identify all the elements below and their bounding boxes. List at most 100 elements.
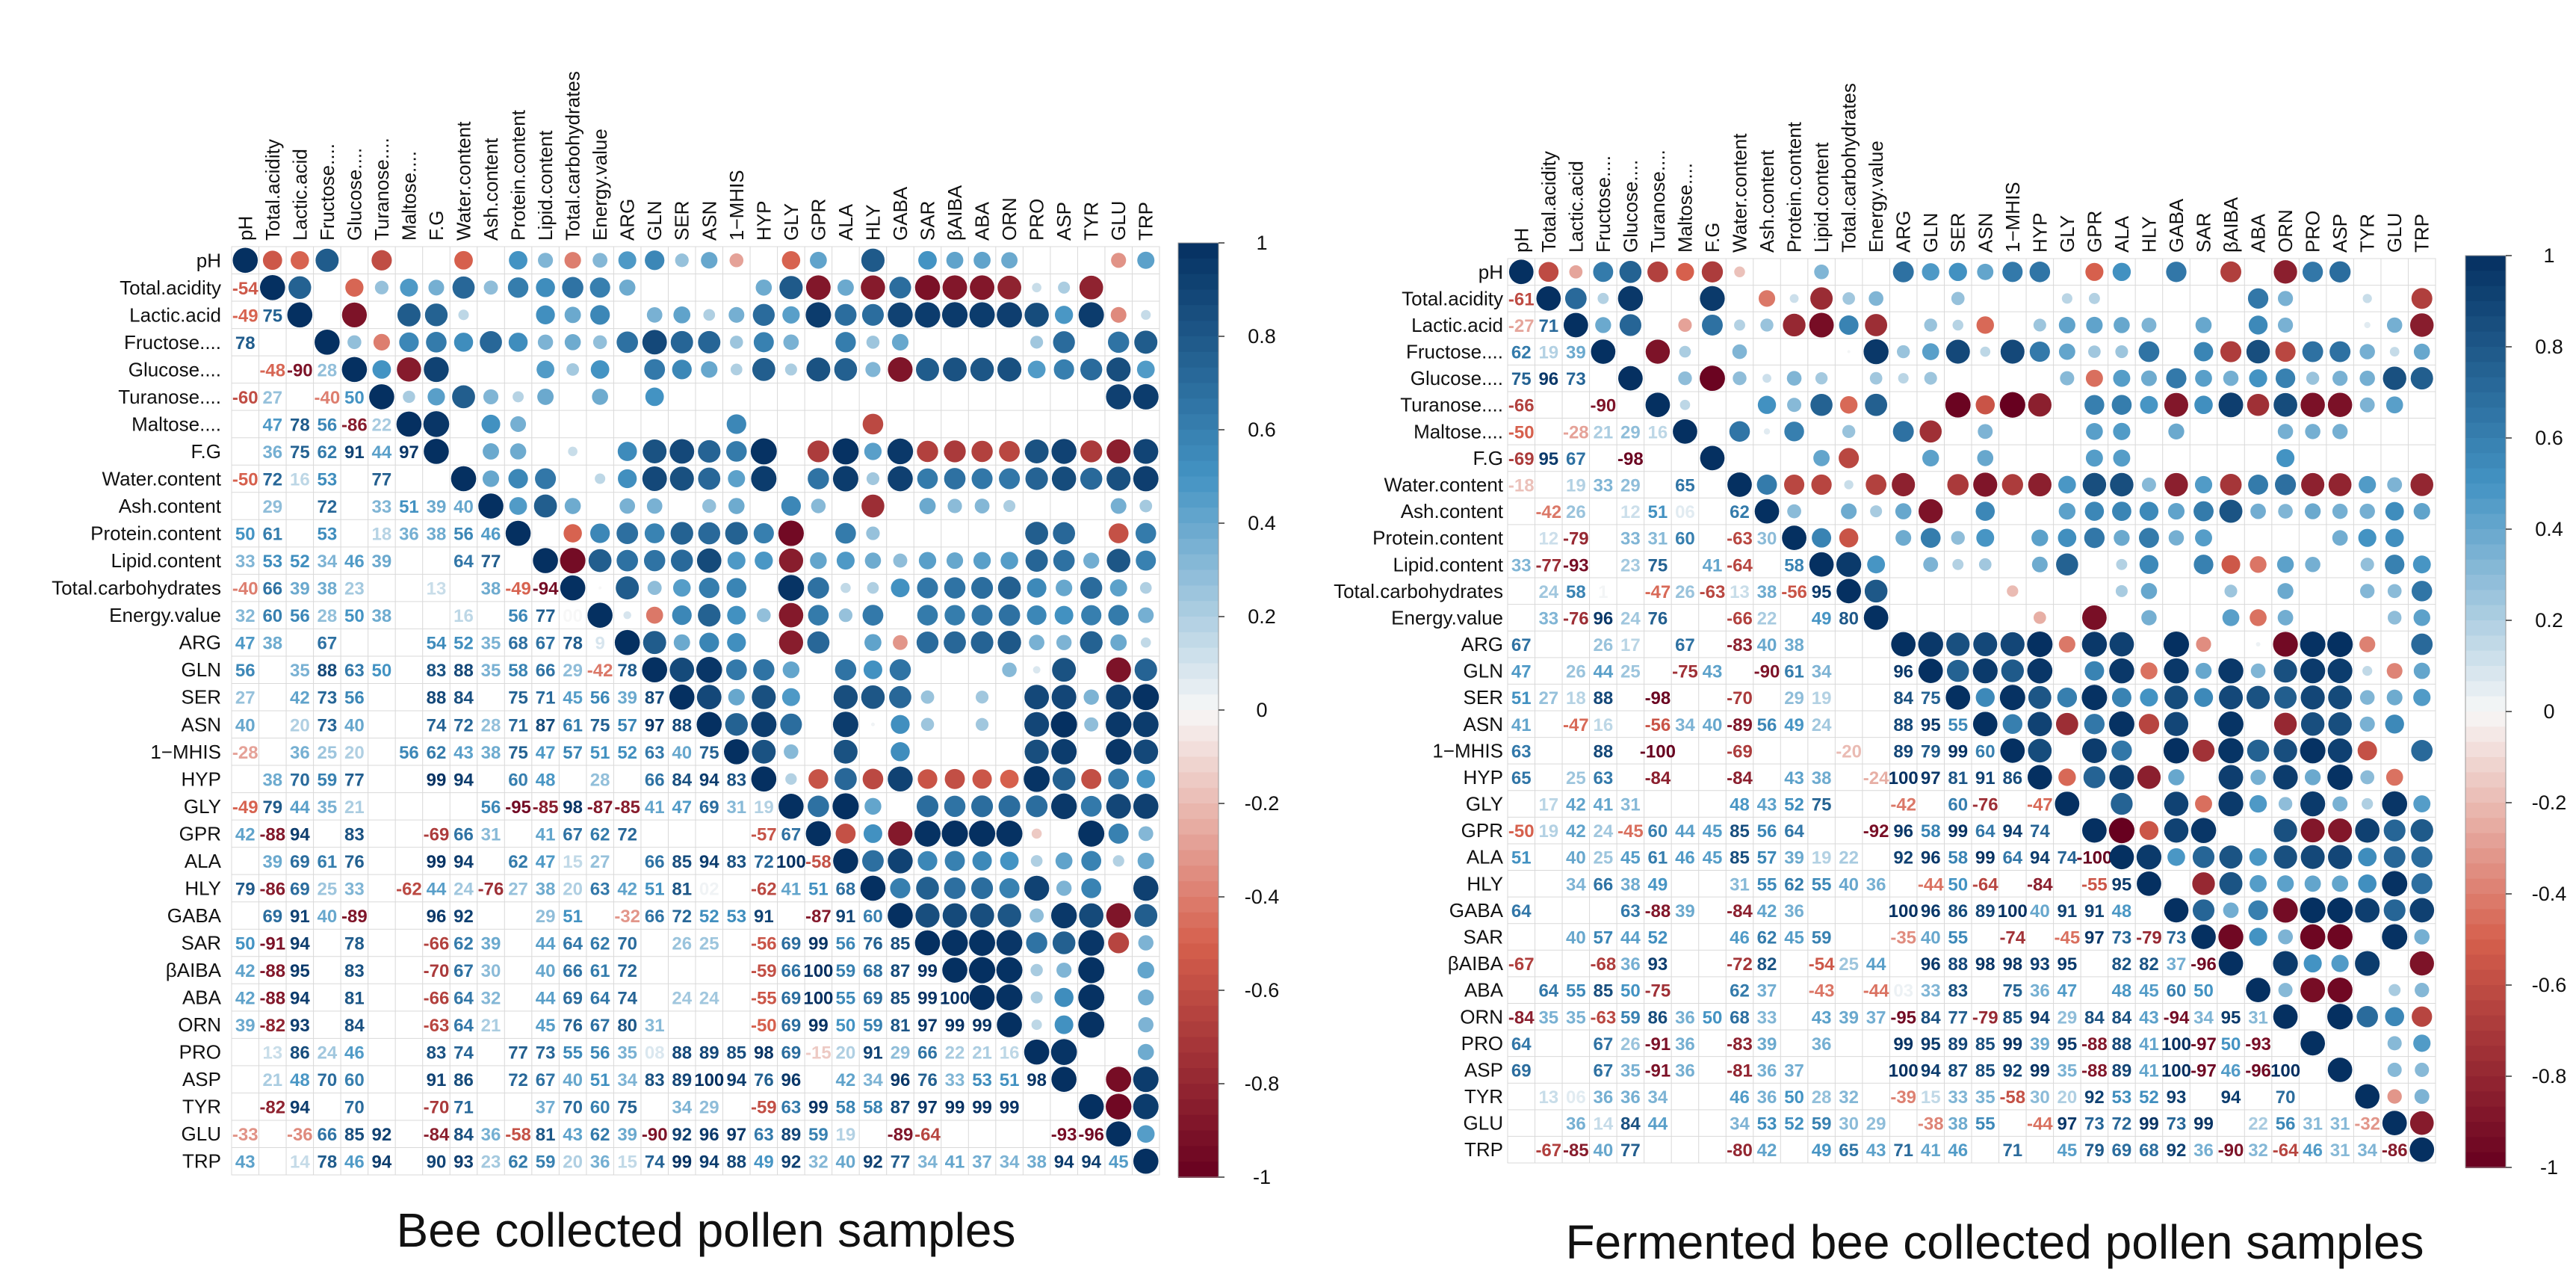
column-label: HYP — [752, 201, 775, 241]
correlation-value: 80 — [1839, 608, 1859, 629]
correlation-value: 28 — [481, 715, 501, 735]
correlation-value: 73 — [1566, 369, 1586, 389]
correlation-circle — [2192, 846, 2215, 868]
correlation-value: 73 — [2167, 1114, 2187, 1135]
correlation-circle — [861, 850, 884, 872]
correlation-circle — [1922, 449, 1939, 467]
correlation-circle — [2327, 764, 2353, 790]
correlation-circle — [2327, 924, 2353, 950]
correlation-value: 39 — [262, 852, 282, 872]
correlation-value: 85 — [344, 1125, 365, 1145]
diagonal-circle — [396, 411, 422, 437]
correlation-circle — [2327, 631, 2353, 658]
correlation-circle — [2249, 928, 2267, 946]
correlation-value: 26 — [1594, 635, 1614, 655]
correlation-value: 29 — [891, 1043, 911, 1064]
colorbar-segment — [2465, 1122, 2506, 1138]
correlation-circle — [483, 389, 499, 404]
correlation-circle — [2220, 474, 2242, 496]
correlation-circle — [832, 438, 859, 465]
correlation-value: 63 — [754, 1125, 774, 1145]
correlation-value: -56 — [1645, 715, 1671, 735]
correlation-circle — [536, 305, 555, 324]
correlation-value: -91 — [1645, 1034, 1671, 1055]
correlation-circle — [1027, 578, 1047, 598]
correlation-circle — [920, 690, 935, 704]
colorbar-segment — [2465, 1137, 2506, 1153]
correlation-value: 33 — [1511, 555, 1532, 575]
correlation-value: 99 — [672, 1152, 692, 1173]
correlation-value: 42 — [1566, 795, 1586, 815]
correlation-circle — [1025, 467, 1048, 490]
correlation-value: 42 — [235, 824, 256, 845]
correlation-circle — [1051, 439, 1077, 464]
correlation-value: 70 — [563, 1098, 583, 1118]
column-label: ASN — [1974, 213, 1996, 253]
correlation-value: 35 — [481, 661, 501, 681]
correlation-value: 91 — [2084, 901, 2105, 922]
correlation-value: -86 — [259, 879, 285, 899]
correlation-circle — [701, 361, 718, 378]
correlation-value: 91 — [836, 907, 856, 927]
correlation-circle — [509, 497, 527, 515]
correlation-circle — [1844, 480, 1854, 490]
correlation-circle — [1924, 318, 1937, 332]
correlation-value: 85 — [1594, 981, 1614, 1001]
correlation-circle — [2223, 370, 2239, 386]
colorbar-segment — [2465, 1091, 2506, 1108]
correlation-value: 38 — [1620, 874, 1641, 895]
column-label: SAR — [2193, 213, 2215, 253]
row-label: HLY — [1467, 872, 1503, 895]
correlation-value: 59 — [1812, 928, 1832, 948]
correlation-value: 38 — [536, 879, 556, 899]
correlation-circle — [1141, 309, 1151, 320]
correlation-value: 43 — [1703, 662, 1723, 682]
correlation-value: 66 — [645, 770, 665, 790]
correlation-value: 64 — [590, 989, 610, 1009]
correlation-circle — [2168, 530, 2185, 546]
correlation-value: -85 — [614, 797, 640, 818]
row-label: GLU — [182, 1123, 221, 1145]
correlation-circle — [806, 357, 831, 382]
correlation-circle — [564, 252, 581, 269]
correlation-value: 24 — [453, 879, 474, 899]
correlation-circle — [838, 608, 853, 623]
diagonal-circle — [1106, 1121, 1132, 1147]
correlation-circle — [372, 359, 391, 379]
correlation-value: 57 — [1757, 848, 1777, 868]
correlation-circle — [373, 333, 391, 351]
row-label: PRO — [1461, 1032, 1503, 1055]
correlation-circle — [2192, 899, 2215, 922]
correlation-circle — [2413, 795, 2431, 813]
correlation-value: 52 — [699, 907, 719, 927]
correlation-circle — [969, 957, 996, 984]
correlation-value: 77 — [1620, 1141, 1641, 1161]
correlation-circle — [2109, 658, 2134, 684]
correlation-value: 58 — [508, 661, 528, 681]
correlation-value: 95 — [2112, 874, 2132, 895]
colorbar-segment — [1178, 1161, 1219, 1178]
correlation-circle — [888, 357, 913, 382]
correlation-circle — [1078, 820, 1105, 847]
correlation-value: -95 — [505, 797, 531, 818]
correlation-value: 56 — [1757, 821, 1777, 842]
correlation-value: 21 — [344, 797, 365, 818]
correlation-circle — [703, 309, 716, 321]
colorbar-segment — [1178, 430, 1219, 446]
correlation-value: 19 — [1566, 476, 1586, 496]
correlation-circle — [1106, 384, 1132, 410]
correlation-circle — [781, 496, 801, 516]
correlation-circle — [1054, 987, 1074, 1007]
correlation-value: 69 — [781, 1043, 802, 1064]
correlation-value: 19 — [836, 1125, 856, 1145]
column-label: Maltose.... — [1674, 163, 1696, 253]
correlation-value: 29 — [536, 907, 556, 927]
correlation-value: 95 — [1812, 582, 1832, 602]
correlation-value: -90 — [642, 1125, 668, 1145]
correlation-value: -15 — [805, 1043, 832, 1064]
correlation-circle — [536, 360, 554, 379]
correlation-circle — [917, 440, 938, 463]
correlation-circle — [2327, 1004, 2353, 1030]
correlation-circle — [698, 467, 721, 490]
correlation-value: 99 — [1975, 848, 1996, 868]
